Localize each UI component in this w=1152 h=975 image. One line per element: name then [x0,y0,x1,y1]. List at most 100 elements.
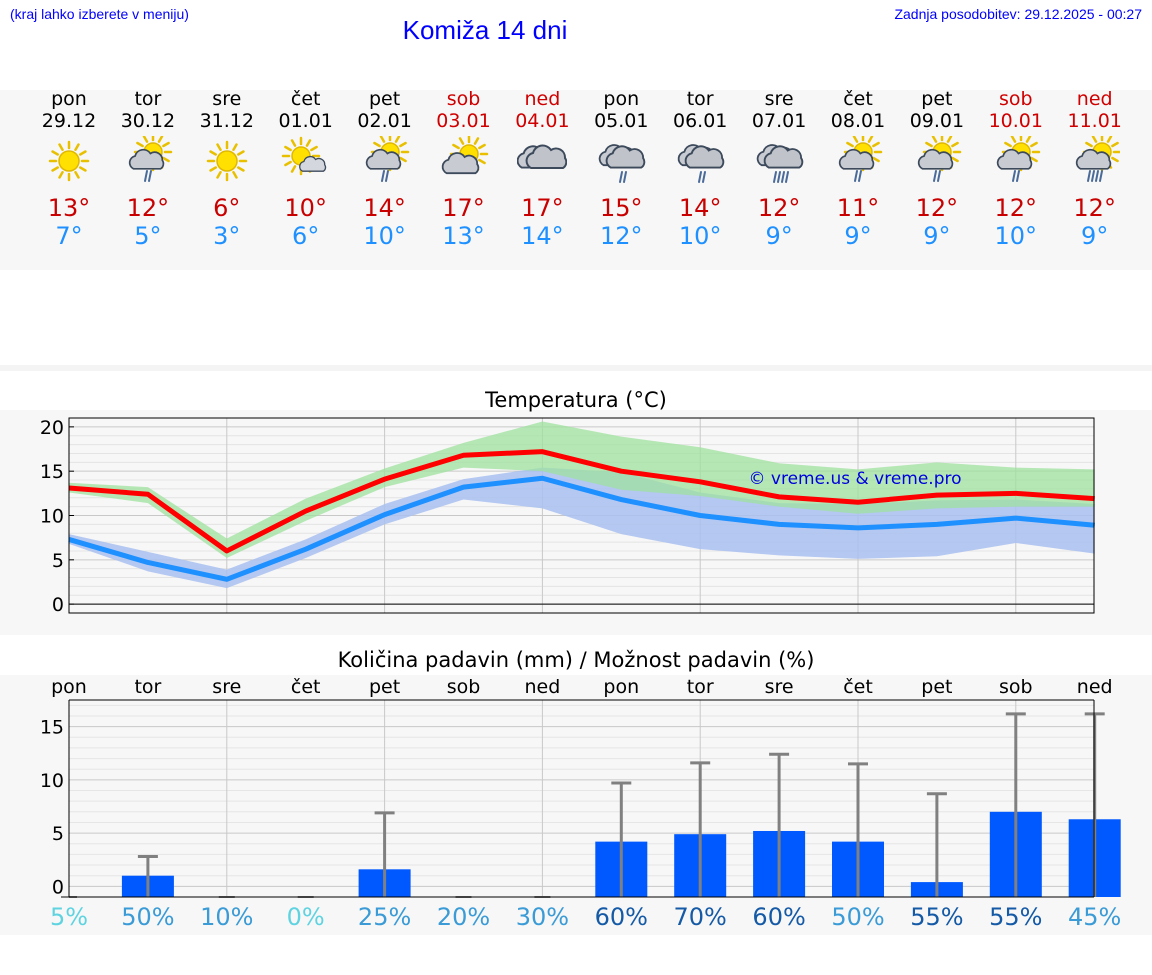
separator-band [0,365,1152,371]
day-column: ned 04.01 17° 14° [502,88,582,263]
max-temp: 13° [47,194,91,222]
x-category-label: sre [765,676,794,698]
max-temp: 15° [600,194,643,222]
sun-icon [48,140,90,182]
precip-chance-label: 55% [989,903,1043,931]
min-temp: 10° [363,222,406,250]
precip-chance-label: 45% [1068,903,1122,931]
max-temp: 11° [836,194,880,222]
min-temp: 9° [923,222,951,250]
day-date: 10.01 [988,110,1043,132]
day-column: sob 03.01 17° 13° [424,88,504,263]
day-date: 02.01 [357,110,412,132]
min-temp: 10° [678,222,722,250]
x-category-label: tor [134,676,161,698]
day-name: sob [446,88,481,110]
day-name: pet [368,88,401,110]
x-category-label: sob [447,676,481,698]
day-column: čet 01.01 10° 6° [266,88,346,263]
min-temp-line [68,475,1095,582]
location-hint-link[interactable]: (kraj lahko izberete v meniju) [10,6,189,22]
max-temp-line [68,449,1095,554]
day-date: 29.12 [41,110,97,132]
day-date: 09.01 [909,110,965,132]
temperature-plot-frame [68,417,1095,614]
day-name: ned [524,88,561,110]
max-temp: 12° [1073,194,1116,222]
cloud-rain-icon [677,144,725,183]
day-column: pet 09.01 12° 9° [897,88,977,263]
min-temp: 5° [134,222,162,250]
max-temp: 14° [678,194,722,222]
max-temp: 12° [126,194,170,222]
min-temp: 9° [765,222,793,250]
y-tick-label: 10 [40,506,64,528]
daily-forecast-panel [0,90,1152,270]
precip-chance-label: 30% [515,903,570,931]
x-category-label: čet [291,676,321,698]
y-tick-label: 15 [40,717,64,739]
temperature-chart-title: Temperatura (°C) [485,388,667,412]
day-date: 08.01 [830,110,886,132]
sun-small-cloud-icon [281,136,326,176]
x-category-label: pon [51,676,87,698]
day-date: 05.01 [594,110,649,132]
min-temp: 13° [442,222,485,250]
day-name: pon [51,88,87,110]
x-category-label: sre [212,676,241,698]
y-tick-label: 15 [40,461,64,483]
min-temp: 9° [844,222,872,250]
x-category-label: čet [843,676,873,698]
x-category-label: pet [921,676,952,698]
x-category-label: pet [369,676,400,698]
max-temp: 12° [757,194,801,222]
sun-cloud-icon [441,136,488,175]
day-name: ned [1076,88,1113,110]
min-temp: 9° [1081,222,1109,250]
precipitation-plot-area [69,700,1094,897]
day-name: tor [134,88,162,110]
max-temp-range-band [69,421,1095,559]
x-category-label: pon [603,676,639,698]
day-column: tor 06.01 14° 10° [660,88,740,263]
sun-cloud-heavy-rain-icon [1075,136,1120,182]
sun-cloud-rain-icon [128,136,173,182]
sun-cloud-rain-icon [365,136,409,182]
min-temp: 6° [292,222,320,250]
precipitation-chart-title: Količina padavin (mm) / Možnost padavin … [337,648,815,672]
day-column: pon 29.12 13° 7° [29,88,109,263]
sun-icon [206,140,248,182]
sun-cloud-rain-icon [838,136,883,182]
min-temp: 14° [521,222,564,250]
max-temp: 17° [442,194,485,222]
cloud-icon [517,144,568,169]
x-category-label: ned [525,676,561,698]
y-tick-label: 10 [40,770,64,792]
x-category-label: ned [1077,676,1113,698]
min-temp: 10° [994,222,1038,250]
precip-chance-label: 70% [673,903,727,931]
y-tick-label: 5 [52,823,64,845]
x-category-label: tor [687,676,714,698]
day-date: 06.01 [672,110,728,132]
min-temp: 12° [600,222,643,250]
min-temp: 3° [213,222,241,250]
max-temp: 12° [994,194,1038,222]
day-name: sre [212,88,242,110]
day-column: ned 11.01 12° 9° [1055,88,1135,263]
precip-chance-label: 60% [752,903,806,931]
min-temp: 7° [55,222,83,250]
day-date: 31.12 [199,110,254,132]
day-column: sre 07.01 12° 9° [739,88,819,263]
precip-chance-label: 25% [357,903,412,931]
precip-chance-label: 5% [49,903,89,931]
precip-chance-label: 0% [286,903,325,931]
day-date: 04.01 [515,110,570,132]
precip-chance-label: 55% [910,903,964,931]
day-name: sre [764,88,794,110]
precip-chance-label: 60% [594,903,648,931]
day-date: 11.01 [1067,110,1122,132]
day-date: 30.12 [120,110,176,132]
